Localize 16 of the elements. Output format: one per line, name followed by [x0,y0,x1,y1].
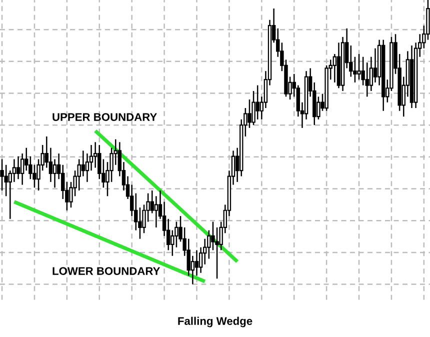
candlestick [248,98,252,129]
annotation: UPPER BOUNDARY [52,113,157,121]
candlestick [357,53,361,80]
candlestick [81,150,86,177]
candlestick [194,250,199,276]
candlestick [16,156,20,180]
candlestick [52,158,57,188]
candlestick [98,144,102,180]
candlestick [365,62,369,98]
candlestick [332,53,337,84]
candlestick [256,84,260,120]
candlestick [154,196,158,228]
annotation: LOWER BOUNDARY [52,267,160,275]
text: Falling Wedge [178,316,252,328]
candlestick [24,147,28,172]
candlestick [373,48,378,84]
